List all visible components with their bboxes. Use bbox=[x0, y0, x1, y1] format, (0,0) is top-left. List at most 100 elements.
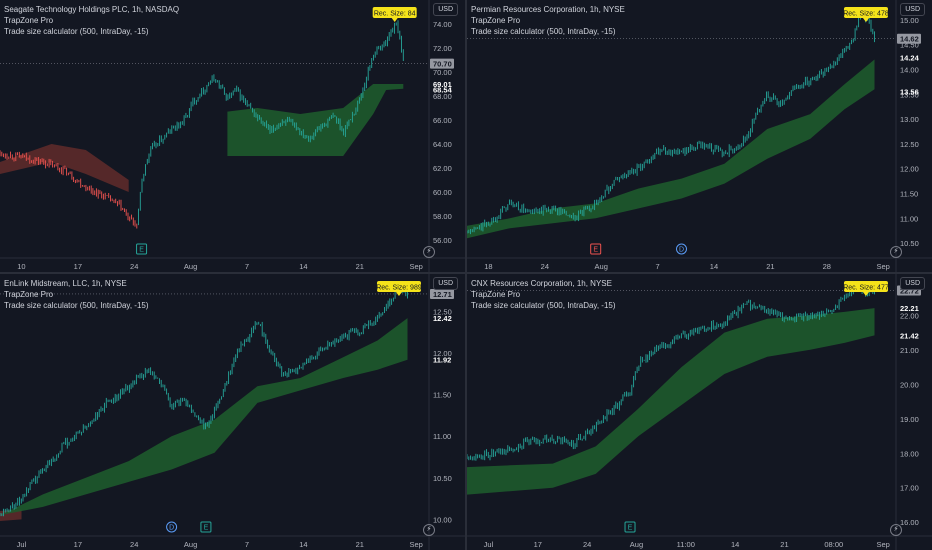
price-tick-label: 18.00 bbox=[900, 449, 919, 458]
time-tick-label: 21 bbox=[356, 262, 364, 271]
rec-size-callout bbox=[843, 7, 888, 18]
horizontal-pane-divider[interactable] bbox=[0, 272, 932, 274]
time-tick-label: 28 bbox=[823, 262, 831, 271]
event-marker: E bbox=[200, 521, 212, 533]
price-tick-label: 58.00 bbox=[433, 212, 452, 221]
bullish-zone bbox=[467, 308, 875, 495]
earnings-icon bbox=[590, 243, 602, 255]
current-price-label: 70.70 bbox=[433, 60, 452, 69]
price-tick-label: 22.00 bbox=[900, 311, 919, 320]
event-label: D bbox=[169, 525, 174, 532]
time-tick-label: Aug bbox=[184, 262, 197, 271]
price-tick-label: 68.00 bbox=[433, 92, 452, 101]
price-tick-label: 12.50 bbox=[433, 307, 452, 316]
price-tick-label: 14.00 bbox=[900, 65, 919, 74]
flash-icon[interactable]: ⚡ bbox=[890, 246, 902, 258]
event-marker: E bbox=[624, 521, 636, 533]
time-tick-label: 21 bbox=[780, 540, 788, 549]
bullish-zone bbox=[0, 318, 408, 516]
currency-button[interactable]: USD bbox=[900, 3, 925, 16]
callout-pointer bbox=[395, 292, 402, 296]
flash-icon[interactable]: ⚡ bbox=[423, 524, 435, 536]
time-tick-label: Aug bbox=[184, 540, 197, 549]
dividend-icon bbox=[166, 521, 178, 533]
price-tick-label: 56.00 bbox=[433, 236, 452, 245]
time-tick-label: 24 bbox=[541, 262, 549, 271]
rec-size-callout bbox=[372, 7, 417, 18]
price-tick-label: 60.00 bbox=[433, 188, 452, 197]
price-tick-label: 70.00 bbox=[433, 68, 452, 77]
current-price-label: 14.62 bbox=[900, 35, 919, 44]
earnings-icon bbox=[200, 521, 212, 533]
price-tick-label: 10.00 bbox=[433, 515, 452, 524]
time-tick-label: 18 bbox=[484, 262, 492, 271]
zone-price-label: 11.92 bbox=[433, 356, 451, 365]
flash-icon[interactable]: ⚡ bbox=[423, 246, 435, 258]
price-tick-label: 74.00 bbox=[433, 20, 452, 29]
event-label: E bbox=[139, 247, 144, 254]
zone-price-label: 14.24 bbox=[900, 54, 920, 63]
chart-pane-enlink[interactable]: 10.00 10.50 11.00 11.50 12.00 12.50 Jul 17 24 Aug… bbox=[0, 274, 465, 550]
time-tick-label: 14 bbox=[710, 262, 718, 271]
time-tick-label: 17 bbox=[74, 262, 82, 271]
currency-button[interactable]: USD bbox=[900, 277, 925, 290]
price-tick-label: 62.00 bbox=[433, 164, 452, 173]
time-tick-label: 24 bbox=[130, 262, 138, 271]
bullish-zone bbox=[467, 59, 875, 239]
time-tick-label: 7 bbox=[245, 540, 249, 549]
rec-size-label: Rec. Size: 989 bbox=[376, 285, 422, 292]
price-tick-label: 10.50 bbox=[433, 474, 452, 483]
vertical-pane-divider[interactable] bbox=[465, 0, 467, 550]
price-series bbox=[467, 7, 875, 235]
price-tick-label: 19.00 bbox=[900, 415, 919, 424]
time-tick-label: 08:00 bbox=[824, 540, 843, 549]
flash-icon[interactable]: ⚡ bbox=[890, 524, 902, 536]
event-marker: D bbox=[676, 243, 687, 255]
currency-button[interactable]: USD bbox=[433, 277, 458, 290]
chart-canvas: 10.00 10.50 11.00 11.50 12.00 12.50 Jul 17 24 Aug… bbox=[0, 274, 465, 550]
time-tick-label: Sep bbox=[409, 540, 422, 549]
time-tick-label: Aug bbox=[595, 262, 608, 271]
rec-size-label: Rec. Size: 478 bbox=[843, 11, 889, 18]
price-tick-label: 13.00 bbox=[900, 115, 919, 124]
chart-pane-seagate[interactable]: 56.00 58.00 60.00 62.00 64.00 66.00 68.00 70.00… bbox=[0, 0, 465, 272]
earnings-icon bbox=[136, 243, 148, 255]
callout-pointer bbox=[862, 292, 869, 296]
time-tick-label: 24 bbox=[583, 540, 591, 549]
price-tick-label: 11.00 bbox=[433, 432, 451, 441]
event-label: D bbox=[679, 247, 684, 254]
time-tick-label: 7 bbox=[656, 262, 660, 271]
price-tick-label: 14.50 bbox=[900, 41, 919, 50]
time-tick-label: 21 bbox=[766, 262, 774, 271]
currency-button[interactable]: USD bbox=[433, 3, 458, 16]
zone-price-label: 12.42 bbox=[433, 314, 452, 323]
rec-size-label: Rec. Size: 84 bbox=[374, 11, 416, 18]
time-tick-label: 14 bbox=[299, 540, 307, 549]
current-price-label: 12.71 bbox=[433, 290, 452, 299]
zone-price-label: 68.54 bbox=[433, 86, 453, 95]
price-tick-label: 64.00 bbox=[433, 140, 452, 149]
chart-pane-cnx[interactable]: 16.00 17.00 18.00 19.00 20.00 21.00 22.00 Jul 17… bbox=[467, 274, 932, 550]
rec-size-callout bbox=[843, 281, 888, 292]
time-tick-label: 24 bbox=[130, 540, 138, 549]
earnings-icon bbox=[624, 521, 636, 533]
price-tick-label: 15.00 bbox=[900, 16, 919, 25]
price-tick-label: 13.50 bbox=[900, 90, 919, 99]
event-marker: E bbox=[590, 243, 602, 255]
chart-canvas: 16.00 17.00 18.00 19.00 20.00 21.00 22.00 Jul 17… bbox=[467, 274, 932, 550]
price-tick-label: 12.50 bbox=[900, 140, 919, 149]
price-tick-label: 11.00 bbox=[900, 214, 918, 223]
price-tick-label: 11.50 bbox=[433, 391, 451, 400]
price-tick-label: 12.00 bbox=[433, 349, 452, 358]
current-price-label: 22.72 bbox=[900, 287, 919, 296]
zone-price-label: 22.21 bbox=[900, 304, 919, 313]
event-label: E bbox=[593, 247, 598, 254]
current-price-badge bbox=[430, 288, 454, 299]
event-label: E bbox=[628, 525, 633, 532]
event-label: E bbox=[204, 525, 209, 532]
zone-price-label: 69.01 bbox=[433, 80, 452, 89]
time-tick-label: Sep bbox=[876, 540, 889, 549]
time-tick-label: 21 bbox=[356, 540, 364, 549]
chart-pane-permian[interactable]: 10.50 11.00 11.50 12.00 12.50 13.00 13.50 14.00… bbox=[467, 0, 932, 272]
price-tick-label: 12.00 bbox=[900, 165, 919, 174]
